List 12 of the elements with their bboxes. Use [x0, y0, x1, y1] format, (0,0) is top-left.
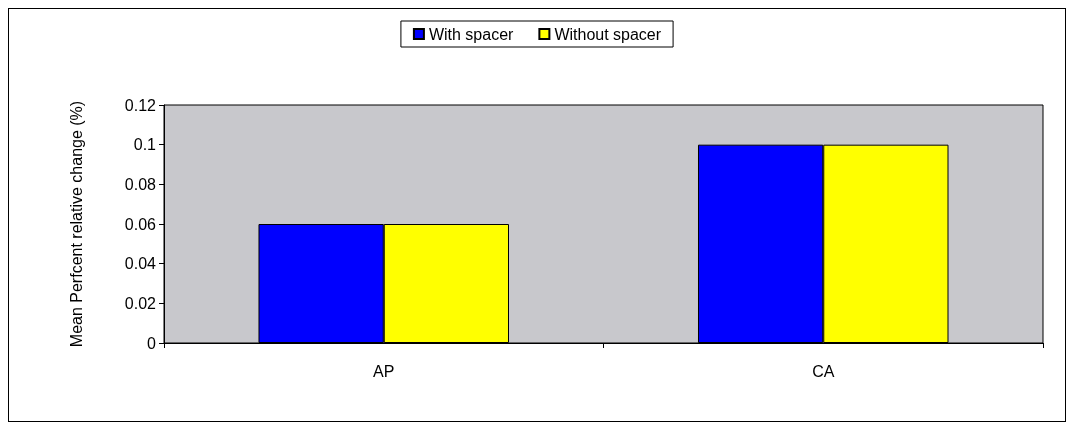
y-tick-label: 0.04 — [124, 255, 157, 273]
x-tick-label: AP — [373, 362, 395, 380]
legend-label: With spacer — [428, 25, 515, 43]
y-axis-title: Mean Perfcent relative change (%) — [67, 100, 85, 348]
y-tick-label: 0 — [147, 334, 157, 352]
y-tick-label: 0.12 — [124, 96, 157, 114]
y-tick-label: 0.08 — [124, 175, 157, 193]
x-tick-label: CA — [812, 362, 835, 380]
y-tick-label: 0.06 — [124, 215, 157, 233]
y-tick-label: 0.02 — [124, 294, 157, 312]
y-tick-label: 0.1 — [133, 136, 157, 154]
legend-label: Without spacer — [554, 25, 662, 43]
